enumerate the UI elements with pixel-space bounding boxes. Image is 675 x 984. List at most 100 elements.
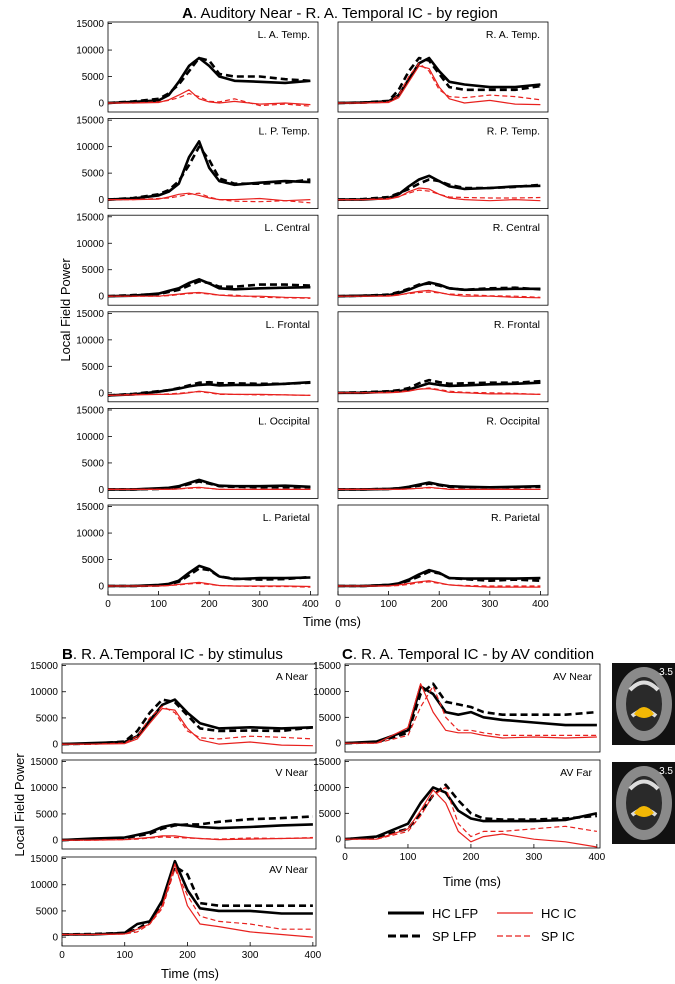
y-tick-label: 0 <box>52 740 58 751</box>
data-line <box>338 178 541 201</box>
y-tick-label: 10000 <box>76 432 104 443</box>
y-tick-label: 10000 <box>30 880 58 891</box>
chart: R. Frontal <box>337 311 549 403</box>
y-tick-label: 5000 <box>82 169 105 180</box>
plot-frame <box>337 214 549 306</box>
y-tick-label: 10000 <box>76 239 104 250</box>
panel-title: B. R. A.Temporal IC - by stimulus <box>62 646 283 663</box>
y-tick-label: 5000 <box>319 713 342 724</box>
series-group <box>345 783 598 848</box>
data-line <box>62 836 313 841</box>
data-line <box>345 786 598 841</box>
data-line <box>108 192 311 204</box>
x-tick-label: 100 <box>116 950 133 961</box>
legend-label: SP LFP <box>432 929 477 944</box>
plot-frame <box>107 407 319 499</box>
x-tick-label: 200 <box>463 852 480 863</box>
data-line <box>108 145 311 201</box>
x-tick-label: 0 <box>105 599 111 610</box>
y-tick-label: 0 <box>335 835 341 846</box>
panel-title: A. Auditory Near - R. A. Temporal IC - b… <box>182 5 498 22</box>
y-tick-label: 5000 <box>36 906 59 917</box>
plot-frame <box>61 759 317 850</box>
y-tick-label: 0 <box>98 195 104 206</box>
chart: R. Occipital <box>337 407 549 499</box>
x-tick-label: 100 <box>380 599 397 610</box>
region-label: L. Occipital <box>258 415 310 427</box>
series-group <box>62 698 314 747</box>
x-tick-label: 0 <box>335 599 341 610</box>
y-tick-label: 15000 <box>76 502 104 513</box>
y-tick-label: 5000 <box>36 809 59 820</box>
plot-frame <box>107 311 319 403</box>
x-tick-label: 400 <box>532 599 549 610</box>
y-tick-label: 10000 <box>30 783 58 794</box>
region-label: AV Near <box>269 864 308 876</box>
data-line <box>338 282 541 298</box>
series-group <box>108 564 311 588</box>
x-tick-label: 400 <box>305 950 322 961</box>
x-tick-label: 0 <box>59 950 65 961</box>
x-axis-label: Time (ms) <box>443 874 501 889</box>
chart: 0 5000 10000 15000 L. Central <box>76 212 319 306</box>
y-tick-label: 0 <box>98 485 104 496</box>
chart: 0 5000 10000 15000 L. Occipital <box>76 405 319 499</box>
image-label: 3.5 <box>659 667 673 678</box>
data-line <box>338 291 541 298</box>
data-line <box>108 92 311 107</box>
data-line <box>345 685 597 744</box>
data-line <box>108 487 311 490</box>
y-tick-label: 10000 <box>76 529 104 540</box>
chart: 0 100 200 300 400 R. Parietal <box>335 504 549 610</box>
chart: 0 5000 10000 15000 L. Frontal <box>76 309 319 403</box>
legend-label: HC IC <box>541 906 576 921</box>
x-tick-label: 300 <box>481 599 498 610</box>
x-tick-label: 300 <box>242 950 259 961</box>
chart: 0 5000 10000 15000 0 100 200 300 400 AV Near <box>30 854 321 961</box>
chart: R. Central <box>337 214 549 306</box>
y-tick-label: 0 <box>98 99 104 110</box>
plot-frame <box>61 856 317 947</box>
data-line <box>338 387 541 395</box>
data-line <box>62 863 313 938</box>
region-label: R. Parietal <box>491 512 540 524</box>
y-tick-label: 0 <box>98 582 104 593</box>
region-label: R. Occipital <box>486 415 540 427</box>
data-line <box>345 783 598 841</box>
plot-frame <box>107 214 319 306</box>
x-tick-label: 200 <box>179 950 196 961</box>
brain-image: 3.5 <box>612 663 675 745</box>
data-line <box>108 292 311 299</box>
y-tick-label: 5000 <box>82 458 105 469</box>
region-label: L. Central <box>264 222 310 234</box>
data-line <box>108 391 311 396</box>
region-label: A Near <box>276 671 309 683</box>
data-line <box>345 789 597 848</box>
plot-frame <box>337 407 549 499</box>
y-tick-label: 15000 <box>76 19 104 30</box>
series-group <box>338 281 541 299</box>
data-line <box>62 705 313 745</box>
data-line <box>345 786 597 840</box>
data-line <box>338 189 541 201</box>
region-label: R. A. Temp. <box>486 29 540 41</box>
y-tick-label: 15000 <box>313 757 341 768</box>
series-group <box>338 56 541 106</box>
region-label: R. P. Temp. <box>487 126 540 138</box>
series-group <box>62 815 313 842</box>
data-line <box>62 865 313 936</box>
y-tick-label: 10000 <box>30 687 58 698</box>
x-tick-label: 300 <box>526 852 543 863</box>
y-tick-label: 10000 <box>313 687 341 698</box>
series-group <box>338 568 541 588</box>
x-tick-label: 400 <box>589 852 606 863</box>
x-tick-label: 200 <box>431 599 448 610</box>
y-axis-label: Local Field Power <box>12 753 27 857</box>
x-axis-label: Time (ms) <box>161 966 219 981</box>
y-tick-label: 5000 <box>319 809 342 820</box>
plot-frame <box>107 118 319 209</box>
y-tick-label: 10000 <box>313 783 341 794</box>
chart: 0 5000 10000 15000 AV Near <box>313 661 601 753</box>
series-group <box>345 682 598 745</box>
region-label: L. Frontal <box>266 319 310 331</box>
